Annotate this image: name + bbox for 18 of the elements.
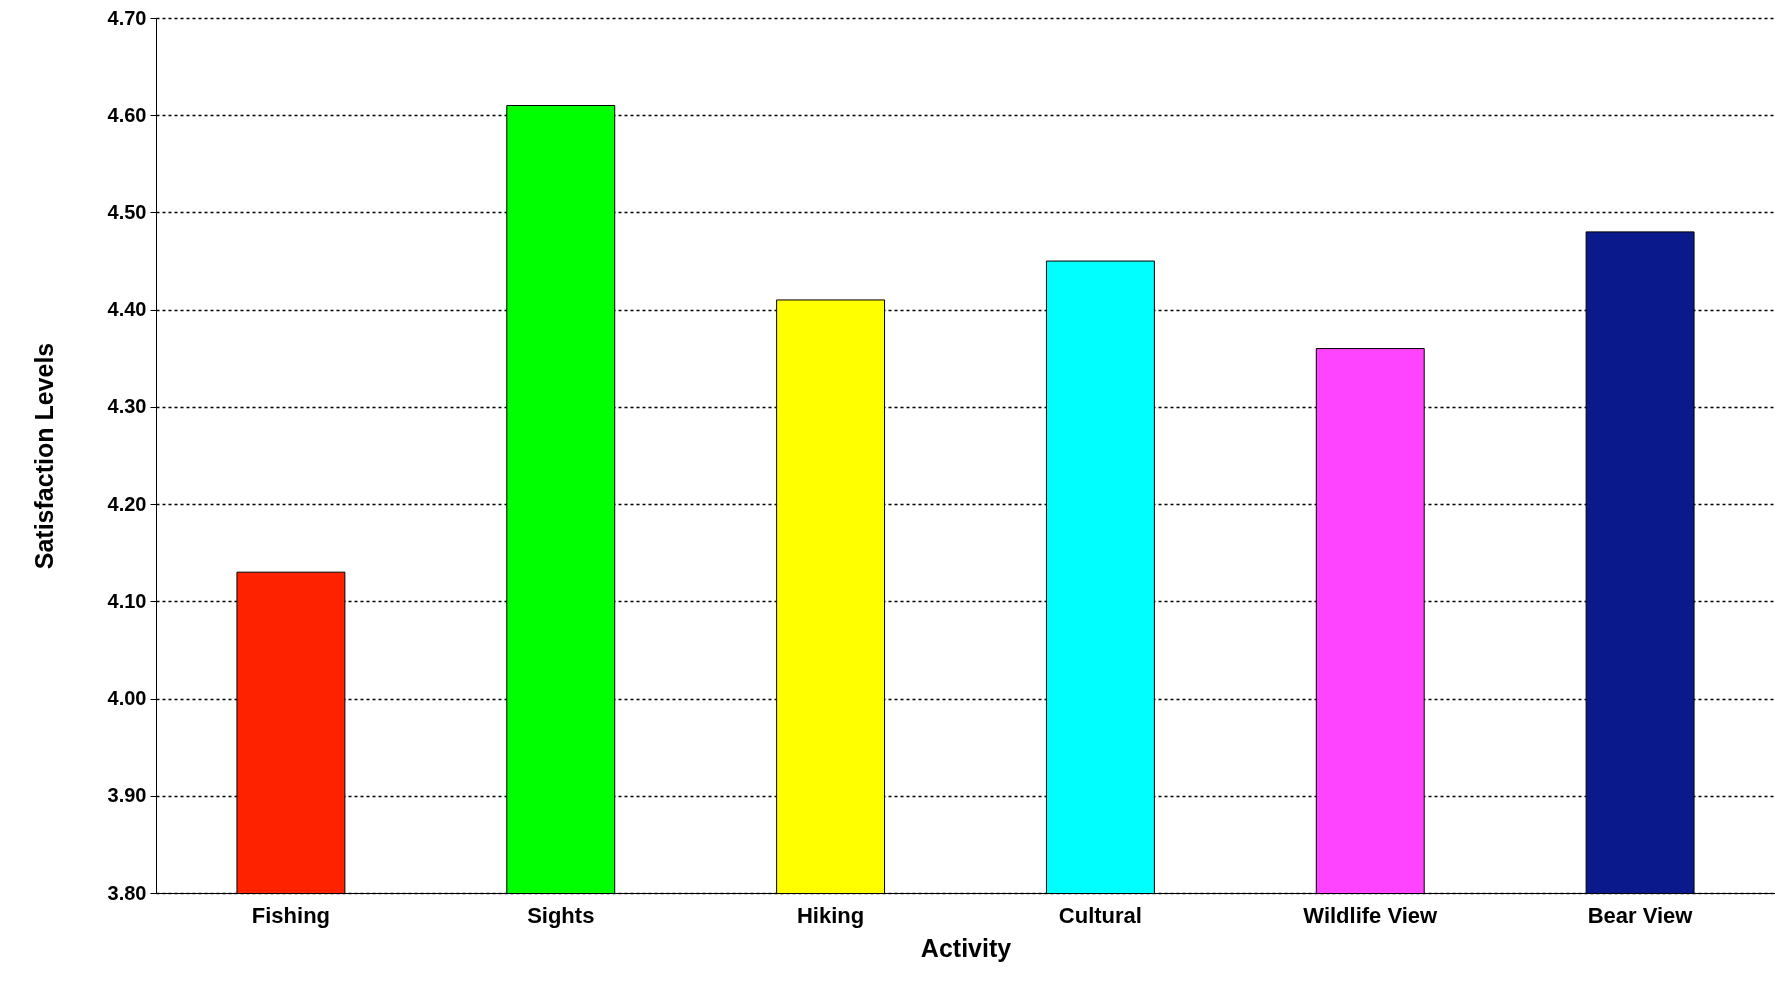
x-tick-label: Cultural <box>1058 902 1142 928</box>
y-tick-label: 4.30 <box>107 395 147 418</box>
y-tick-label: 4.20 <box>107 492 147 515</box>
x-tick-label: Sights <box>527 902 595 928</box>
x-tick-label: Hiking <box>796 902 865 928</box>
y-tick-label: 4.00 <box>107 687 147 710</box>
x-tick-label: Bear View <box>1587 902 1694 928</box>
y-tick-label: 4.10 <box>107 589 147 612</box>
y-tick-label: 4.60 <box>107 103 147 126</box>
x-tick-label: Fishing <box>251 902 331 928</box>
y-tick-label: 4.40 <box>107 298 147 321</box>
y-tick-label: 4.70 <box>107 6 147 29</box>
x-axis-title: Activity <box>920 933 1012 962</box>
y-tick-label: 3.80 <box>107 881 147 904</box>
y-tick-label: 3.90 <box>107 784 147 807</box>
x-tick-label: Wildlife View <box>1303 902 1439 928</box>
y-tick-label: 4.50 <box>107 200 147 223</box>
y-axis-title: Satisfaction Levels <box>29 342 58 570</box>
